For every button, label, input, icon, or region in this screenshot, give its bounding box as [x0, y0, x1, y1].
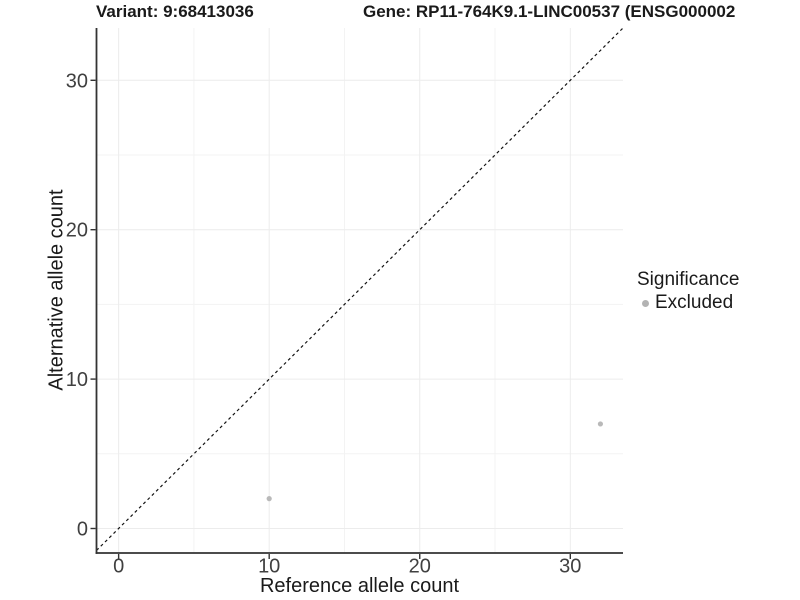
variant-title: Variant: 9:68413036	[96, 2, 254, 21]
x-axis-title: Reference allele count	[259, 575, 459, 597]
tick-label: 30	[66, 70, 88, 92]
tick-label: 20	[409, 556, 431, 578]
data-point	[266, 496, 272, 502]
identity-line	[96, 27, 624, 551]
legend-point-icon	[642, 299, 649, 307]
data-point	[597, 421, 604, 427]
tick-label: 10	[66, 369, 88, 391]
tick-label: 20	[66, 220, 88, 242]
tick-label: 0	[77, 518, 88, 540]
legend-item-label: Excluded	[655, 291, 734, 313]
legend: Significance Excluded	[637, 269, 740, 314]
legend-title: Significance	[637, 269, 740, 290]
tick-label: 0	[113, 556, 124, 578]
legend-item-excluded: Excluded	[637, 291, 739, 314]
gene-title: Gene: RP11-764K9.1-LINC00537 (ENSG000002	[363, 2, 736, 21]
y-axis-title: Alternative allele count	[45, 189, 68, 391]
tick-label: 30	[559, 556, 581, 578]
tick-label: 10	[258, 556, 280, 578]
